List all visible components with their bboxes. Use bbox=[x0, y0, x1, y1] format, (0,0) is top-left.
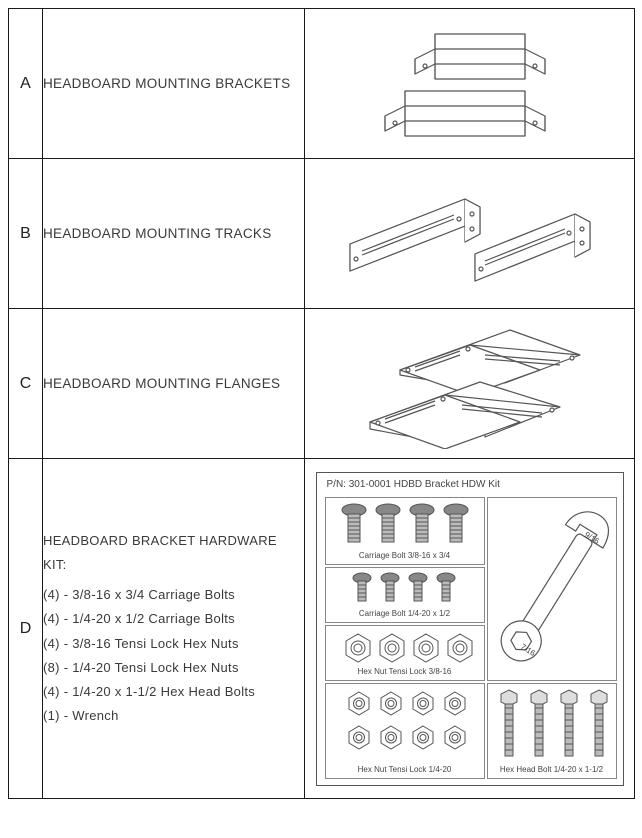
cap-cb-large: Carriage Bolt 3/8-16 x 3/4 bbox=[326, 551, 484, 560]
cell-cb-small: Carriage Bolt 1/4-20 x 1/2 bbox=[325, 567, 485, 623]
wrench-icon: 9/16 7/16 bbox=[488, 498, 618, 682]
hardware-kit-frame: P/N: 301-0001 HDBD Bracket HDW Kit Carri… bbox=[316, 472, 624, 786]
tracks-icon bbox=[340, 169, 600, 299]
cell-cb-large: Carriage Bolt 3/8-16 x 3/4 bbox=[325, 497, 485, 565]
cell-wrench: 9/16 7/16 bbox=[487, 497, 617, 681]
kit-item-0: (4) - 3/8-16 x 3/4 Carriage Bolts bbox=[43, 583, 304, 607]
row-a-image bbox=[305, 9, 635, 159]
row-b: B HEADBOARD MOUNTING TRACKS bbox=[9, 159, 635, 309]
flanges-icon bbox=[350, 319, 590, 449]
row-d-letter: D bbox=[9, 459, 43, 799]
row-a-letter: A bbox=[9, 9, 43, 159]
row-d: D HEADBOARD BRACKET HARDWARE KIT: (4) - … bbox=[9, 459, 635, 799]
row-d-image: P/N: 301-0001 HDBD Bracket HDW Kit Carri… bbox=[305, 459, 635, 799]
kit-item-3: (8) - 1/4-20 Tensi Lock Hex Nuts bbox=[43, 656, 304, 680]
kit-item-1: (4) - 1/4-20 x 1/2 Carriage Bolts bbox=[43, 607, 304, 631]
kit-item-2: (4) - 3/8-16 Tensi Lock Hex Nuts bbox=[43, 632, 304, 656]
row-a-label: HEADBOARD MOUNTING BRACKETS bbox=[43, 9, 305, 159]
cap-nut-large: Hex Nut Tensi Lock 3/8-16 bbox=[326, 667, 484, 676]
row-a: A HEADBOARD MOUNTING BRACKETS bbox=[9, 9, 635, 159]
parts-table: A HEADBOARD MOUNTING BRACKETS bbox=[8, 8, 635, 799]
carriage-bolt-large-icon bbox=[326, 498, 486, 552]
carriage-bolt-small-icon bbox=[326, 568, 486, 610]
row-b-letter: B bbox=[9, 159, 43, 309]
row-c-image bbox=[305, 309, 635, 459]
hex-nut-large-icon bbox=[326, 626, 486, 668]
row-c-label: HEADBOARD MOUNTING FLANGES bbox=[43, 309, 305, 459]
row-b-label: HEADBOARD MOUNTING TRACKS bbox=[43, 159, 305, 309]
hex-nut-small-icon bbox=[326, 684, 486, 764]
hex-head-bolt-icon bbox=[488, 684, 618, 764]
row-c: C HEADBOARD MOUNTING FLANGES bbox=[9, 309, 635, 459]
cell-nut-small: Hex Nut Tensi Lock 1/4-20 bbox=[325, 683, 485, 779]
kit-item-4: (4) - 1/4-20 x 1-1/2 Hex Head Bolts bbox=[43, 680, 304, 704]
cap-nut-small: Hex Nut Tensi Lock 1/4-20 bbox=[326, 765, 484, 774]
kit-title: HEADBOARD BRACKET HARDWARE KIT: bbox=[43, 529, 304, 577]
row-c-letter: C bbox=[9, 309, 43, 459]
row-d-desc: HEADBOARD BRACKET HARDWARE KIT: (4) - 3/… bbox=[43, 459, 305, 799]
brackets-icon bbox=[355, 19, 585, 149]
kit-item-5: (1) - Wrench bbox=[43, 704, 304, 728]
cap-cb-small: Carriage Bolt 1/4-20 x 1/2 bbox=[326, 609, 484, 618]
cell-nut-large: Hex Nut Tensi Lock 3/8-16 bbox=[325, 625, 485, 681]
row-b-image bbox=[305, 159, 635, 309]
cell-hex-bolt: Hex Head Bolt 1/4-20 x 1-1/2 bbox=[487, 683, 617, 779]
cap-hex-bolt: Hex Head Bolt 1/4-20 x 1-1/2 bbox=[488, 765, 616, 774]
kit-pn: P/N: 301-0001 HDBD Bracket HDW Kit bbox=[327, 479, 500, 490]
